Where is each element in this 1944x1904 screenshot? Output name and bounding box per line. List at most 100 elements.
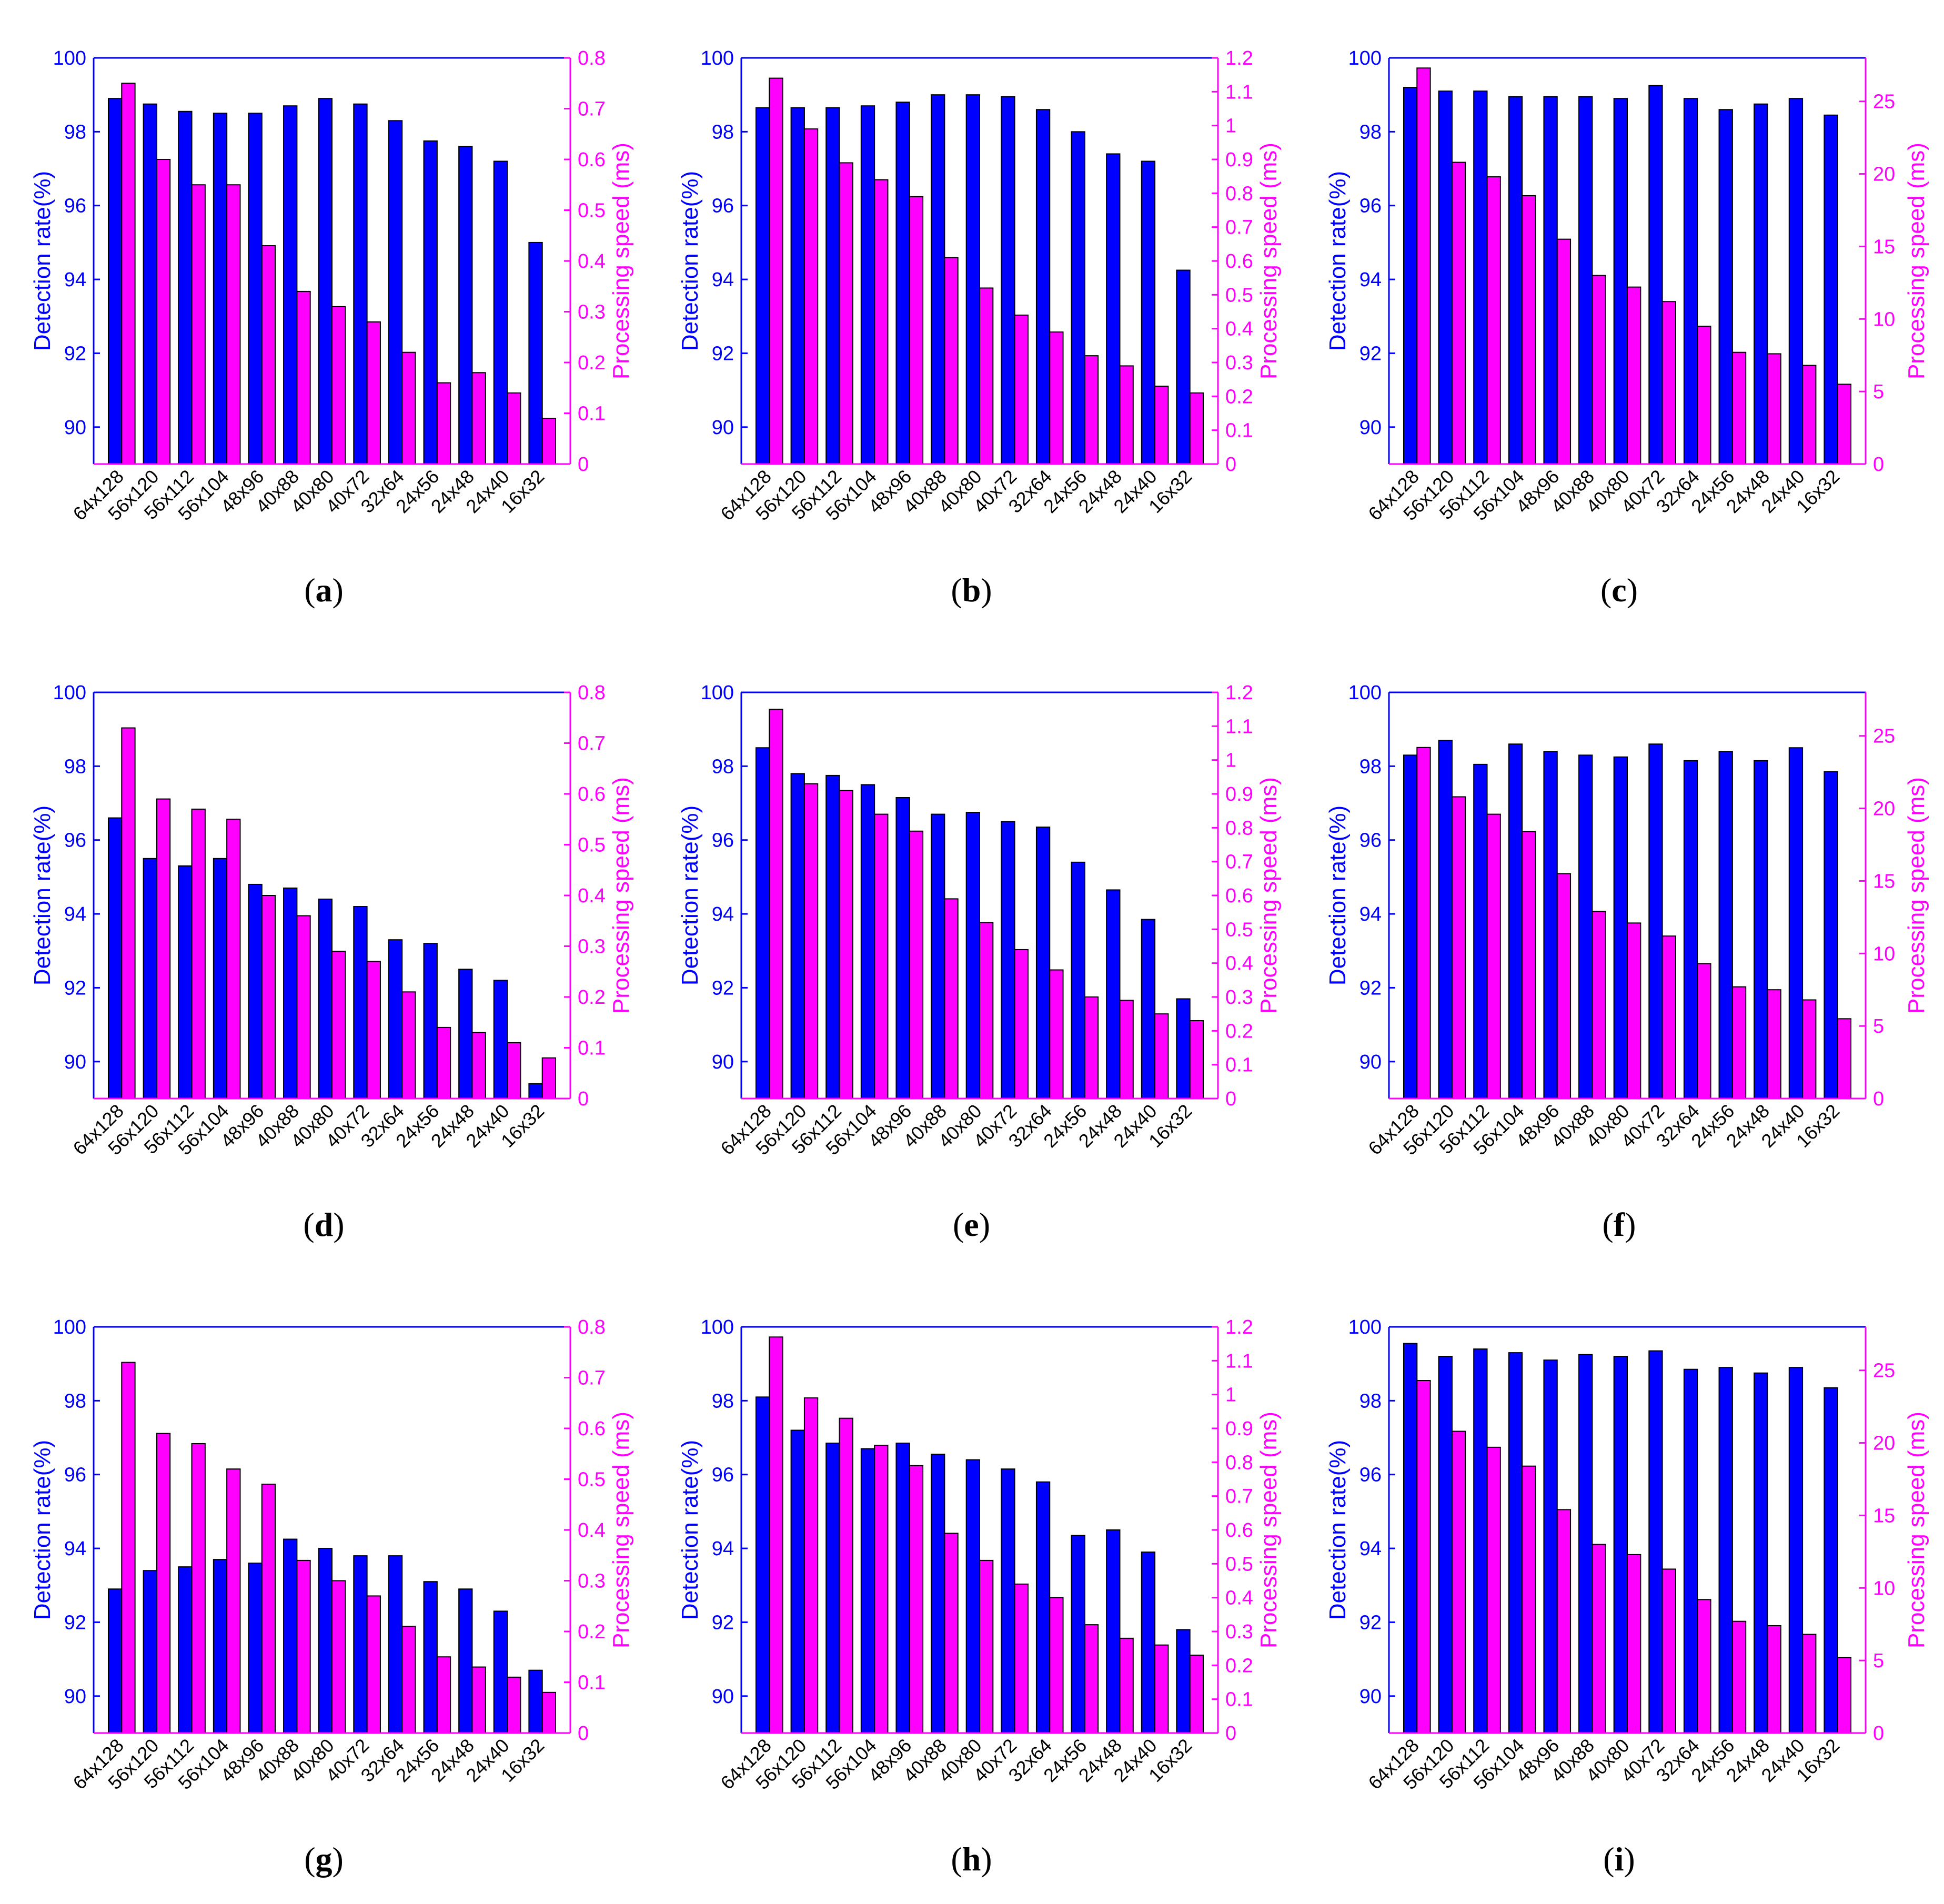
bar-processing-speed: [1522, 195, 1536, 465]
bar-processing-speed: [874, 813, 889, 1100]
bar-processing-speed: [366, 961, 381, 1099]
bar-processing-speed: [436, 1026, 451, 1100]
bar-processing-speed: [541, 1691, 557, 1734]
right-tick-label: 0.8: [578, 47, 606, 69]
right-tick-label: 0.1: [1225, 1054, 1253, 1076]
left-tick-label: 94: [1359, 903, 1382, 925]
left-tick-label: 94: [64, 269, 86, 291]
chart-panel-g: 64x128 56x120 56x112 56x104 48x96 40x88 40x80 4…: [0, 1269, 648, 1903]
bar-processing-speed: [1661, 935, 1676, 1099]
right-tick-label: 25: [1873, 1360, 1895, 1382]
left-tick-label: 94: [64, 1538, 86, 1560]
bar-detection-rate: [790, 1429, 805, 1734]
bar-detection-rate: [283, 1538, 298, 1734]
right-tick-label: 0.3: [578, 936, 606, 958]
bar-processing-speed: [979, 1559, 994, 1734]
left-tick-label: 90: [64, 1051, 86, 1073]
right-tick-label: 25: [1873, 726, 1895, 748]
bar-detection-rate: [353, 906, 368, 1100]
right-tick-label: 0: [578, 1722, 589, 1745]
panel-letter: a: [315, 571, 333, 609]
bar-processing-speed: [1627, 922, 1641, 1100]
left-tick-label: 96: [1359, 830, 1382, 852]
chart-panel-d: 64x128 56x120 56x112 56x104 48x96 40x88 40x80 4…: [0, 634, 648, 1269]
bar-processing-speed: [1486, 176, 1501, 465]
bar-detection-rate: [107, 98, 123, 465]
bar-detection-rate: [248, 883, 263, 1099]
bar-processing-speed: [1416, 1380, 1431, 1734]
bar-detection-rate: [1543, 751, 1558, 1100]
right-tick-label: 0.7: [578, 98, 606, 120]
left-axis-title: Detection rate(%): [1325, 805, 1351, 985]
bar-processing-speed: [121, 1362, 136, 1734]
left-tick-label: 90: [1359, 417, 1382, 439]
bar-processing-speed: [191, 1443, 206, 1734]
right-tick-label: 0: [578, 1088, 589, 1110]
left-tick-label: 100: [701, 1316, 734, 1338]
left-tick-label: 92: [1359, 977, 1382, 999]
bar-detection-rate: [825, 107, 840, 465]
bar-processing-speed: [1189, 392, 1204, 465]
panel-letter: h: [962, 1840, 981, 1878]
bar-processing-speed: [839, 1417, 853, 1734]
left-tick-label: 100: [1348, 47, 1382, 69]
bar-detection-rate: [965, 1459, 981, 1734]
bar-processing-speed: [1486, 813, 1501, 1100]
right-tick-label: 0: [1873, 1088, 1884, 1110]
right-axis-title: Processing speed (ms): [1903, 777, 1929, 1014]
bar-detection-rate: [423, 140, 438, 465]
bar-detection-rate: [318, 899, 333, 1099]
bar-processing-speed: [156, 798, 171, 1099]
bar-detection-rate: [213, 858, 228, 1099]
bar-detection-rate: [825, 774, 840, 1099]
left-tick-label: 94: [1359, 1538, 1382, 1560]
bar-detection-rate: [458, 969, 473, 1100]
panel-label: (b): [951, 571, 992, 609]
right-tick-label: 0.6: [578, 1418, 606, 1440]
bar-detection-rate: [1001, 96, 1015, 465]
panel-label: (d): [303, 1206, 345, 1243]
bar-processing-speed: [1154, 386, 1169, 465]
chart-panel-a: 64x128 56x120 56x112 56x104 48x96 40x88 40x80 4…: [0, 0, 648, 634]
bar-detection-rate: [755, 107, 770, 465]
bar-processing-speed: [1731, 351, 1747, 465]
bar-detection-rate: [1035, 1481, 1051, 1734]
right-tick-label: 0.7: [1225, 851, 1253, 873]
right-tick-label: 0: [578, 454, 589, 476]
bar-processing-speed: [1802, 365, 1817, 465]
chart-svg-e: 64x12856x12056x11256x10448x9640x8840x804…: [677, 682, 1282, 1159]
bar-processing-speed: [1049, 969, 1064, 1099]
left-axis-title: Detection rate(%): [29, 1440, 55, 1620]
bar-detection-rate: [528, 1669, 543, 1734]
right-tick-label: 0.3: [1225, 352, 1253, 374]
bar-processing-speed: [471, 1666, 486, 1734]
bar-detection-rate: [1578, 96, 1593, 465]
right-tick-label: 5: [1873, 1015, 1884, 1037]
bar-processing-speed: [1189, 1020, 1204, 1099]
bar-detection-rate: [1824, 114, 1838, 465]
left-tick-label: 98: [64, 121, 86, 143]
left-tick-label: 90: [1359, 1051, 1382, 1073]
bar-processing-speed: [121, 83, 136, 465]
left-tick-label: 96: [712, 1464, 734, 1486]
bar-processing-speed: [1767, 1625, 1781, 1734]
bar-detection-rate: [1648, 85, 1663, 465]
right-tick-label: 1: [1225, 1384, 1236, 1406]
bar-processing-speed: [1522, 831, 1536, 1099]
bar-detection-rate: [965, 812, 981, 1100]
right-axis-title: Processing speed (ms): [1903, 143, 1929, 379]
bar-processing-speed: [1627, 1554, 1641, 1734]
right-tick-label: 0.5: [578, 834, 606, 857]
left-tick-label: 92: [64, 1611, 86, 1634]
right-tick-label: 0.7: [1225, 1486, 1253, 1508]
bar-detection-rate: [1508, 96, 1523, 465]
bar-detection-rate: [213, 113, 228, 465]
right-tick-label: 1.1: [1225, 81, 1253, 103]
panel-letter: c: [1611, 571, 1627, 609]
bar-processing-speed: [944, 898, 959, 1099]
left-tick-label: 90: [64, 417, 86, 439]
bar-processing-speed: [839, 162, 853, 465]
right-tick-label: 0.2: [578, 986, 606, 1009]
bar-processing-speed: [1556, 873, 1572, 1099]
bar-detection-rate: [895, 1443, 910, 1734]
